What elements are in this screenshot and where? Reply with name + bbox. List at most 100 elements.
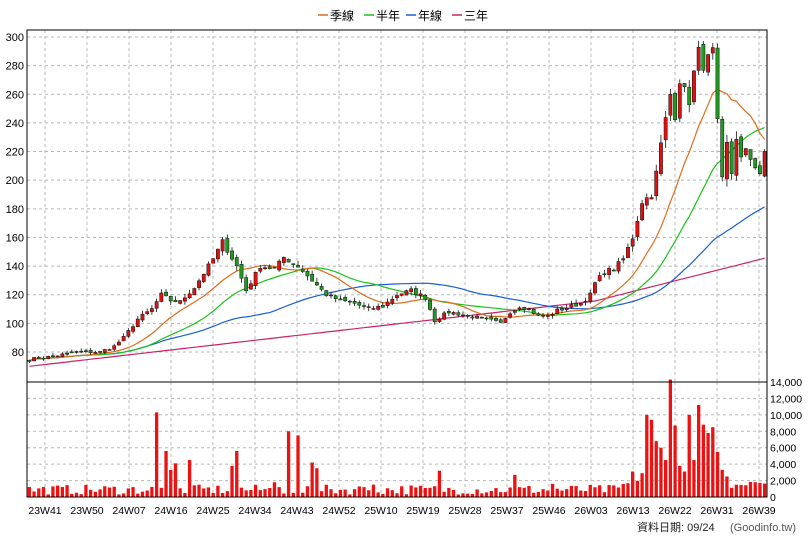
- candlestick: [758, 160, 762, 176]
- candlestick: [314, 277, 319, 286]
- volume-bar: [216, 485, 220, 497]
- candlestick: [409, 286, 414, 296]
- candle-body: [706, 54, 710, 73]
- candlestick: [541, 313, 546, 319]
- x-tick-label: 26W39: [742, 505, 775, 517]
- volume-bar: [60, 486, 64, 497]
- candlestick: [729, 138, 734, 180]
- volume-bar: [621, 484, 625, 497]
- candle-body: [182, 297, 187, 302]
- candlestick: [178, 300, 183, 305]
- candle-body: [687, 86, 692, 106]
- volume-bar: [612, 485, 616, 497]
- volume-bar: [489, 490, 493, 497]
- candlestick: [51, 353, 55, 359]
- volume-bar: [715, 451, 720, 497]
- candle-body: [748, 149, 753, 160]
- candlestick: [286, 258, 291, 263]
- candlestick: [352, 297, 357, 307]
- volume-bar: [456, 494, 460, 497]
- candle-body: [121, 336, 126, 342]
- candlestick: [60, 352, 65, 357]
- candle-body: [479, 316, 484, 319]
- volume-bar: [442, 491, 446, 497]
- volume-bar: [338, 489, 343, 497]
- candlestick: [102, 348, 107, 354]
- candle-body: [569, 304, 574, 308]
- candlestick: [673, 91, 677, 122]
- candlestick: [239, 260, 244, 283]
- volume-bar: [244, 490, 248, 497]
- candle-body: [536, 313, 541, 316]
- candlestick: [135, 316, 140, 328]
- candlestick: [611, 268, 616, 272]
- volume-bar: [607, 485, 611, 497]
- x-tick-label: 26W22: [658, 505, 691, 517]
- volume-bar: [682, 471, 687, 497]
- volume-bar: [187, 460, 192, 497]
- candlestick: [164, 289, 168, 297]
- plot-frames: [26, 29, 768, 498]
- volume-bar: [678, 465, 682, 497]
- candlestick: [324, 290, 329, 297]
- x-tick-label: 25W37: [490, 505, 523, 517]
- volume-bar: [461, 493, 465, 497]
- candle-body: [715, 47, 720, 119]
- candlestick: [220, 236, 225, 256]
- candlestick: [197, 278, 201, 291]
- volume-bar: [381, 493, 385, 497]
- candle-body: [338, 298, 343, 301]
- volume-bar: [744, 485, 748, 497]
- candlestick: [574, 299, 579, 307]
- candle-body: [390, 298, 395, 304]
- price-tick-label: 200: [6, 175, 24, 187]
- candlestick: [465, 314, 470, 319]
- candle-body: [291, 263, 296, 265]
- price-tick-label: 160: [6, 232, 24, 244]
- candlestick: [588, 289, 593, 304]
- volume-bar: [692, 460, 696, 497]
- candle-body: [362, 305, 366, 307]
- candlestick: [357, 300, 362, 309]
- candle-body: [720, 119, 725, 178]
- candle-body: [673, 93, 677, 121]
- candlestick: [437, 317, 442, 324]
- x-tick-label: 23W50: [70, 505, 103, 517]
- candlestick: [527, 307, 531, 311]
- candlestick: [112, 343, 117, 352]
- candle-body: [442, 312, 447, 320]
- volume-bar: [37, 488, 41, 497]
- volume-bar: [532, 492, 536, 497]
- candle-body: [319, 286, 324, 290]
- legend-label: 半年: [376, 9, 400, 23]
- price-tick-label: 220: [6, 147, 24, 159]
- price-tick-label: 140: [6, 261, 24, 273]
- volume-bar: [84, 484, 88, 497]
- volume-bar: [739, 484, 743, 497]
- candlestick: [451, 311, 456, 316]
- candlestick: [654, 164, 659, 201]
- candlestick: [470, 314, 475, 321]
- candlestick: [55, 355, 60, 358]
- candle-body: [545, 315, 550, 317]
- candlestick: [93, 350, 98, 354]
- candlestick: [616, 257, 621, 274]
- volume-bar: [635, 480, 640, 497]
- candlestick: [230, 247, 234, 262]
- candle-body: [423, 294, 428, 300]
- candle-body: [649, 197, 654, 200]
- volume-bars: [27, 379, 767, 497]
- volume-grid: [27, 381, 767, 498]
- candle-body: [27, 360, 32, 362]
- volume-bar: [46, 494, 50, 497]
- candlestick: [498, 318, 503, 323]
- candlestick: [173, 296, 178, 303]
- candle-body: [244, 277, 249, 292]
- volume-bar: [649, 419, 654, 497]
- candlestick: [555, 306, 560, 315]
- volume-bar: [305, 486, 310, 497]
- candle-body: [60, 353, 65, 357]
- volume-bar: [550, 483, 555, 497]
- volume-bar: [385, 488, 390, 497]
